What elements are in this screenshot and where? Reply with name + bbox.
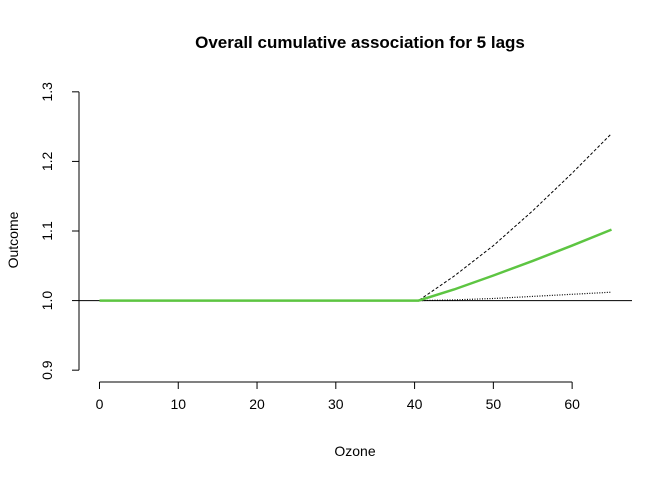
y-tick-label: 1.2 [39, 151, 55, 171]
x-tick-label: 20 [249, 396, 265, 412]
x-axis-label: Ozone [334, 443, 375, 459]
series-line-lower [99, 291, 612, 302]
x-tick-label: 50 [486, 396, 502, 412]
series-line-estimate [99, 228, 612, 302]
y-tick-label: 1.1 [39, 221, 55, 241]
x-tick-label: 10 [170, 396, 186, 412]
chart-title: Overall cumulative association for 5 lag… [195, 33, 525, 52]
plot-area: 0 10 20 30 40 50 60 0.9 1.0 1.1 1.2 1.3 [39, 82, 632, 412]
x-tick-label: 40 [407, 396, 423, 412]
y-tick-label: 1.0 [39, 291, 55, 311]
y-axis-label: Outcome [5, 211, 21, 268]
x-tick-label: 60 [564, 396, 580, 412]
x-tick-label: 30 [328, 396, 344, 412]
y-tick-label: 1.3 [39, 82, 55, 102]
series-line-upper [99, 133, 612, 302]
x-tick-label: 0 [96, 396, 104, 412]
y-tick-label: 0.9 [39, 360, 55, 380]
